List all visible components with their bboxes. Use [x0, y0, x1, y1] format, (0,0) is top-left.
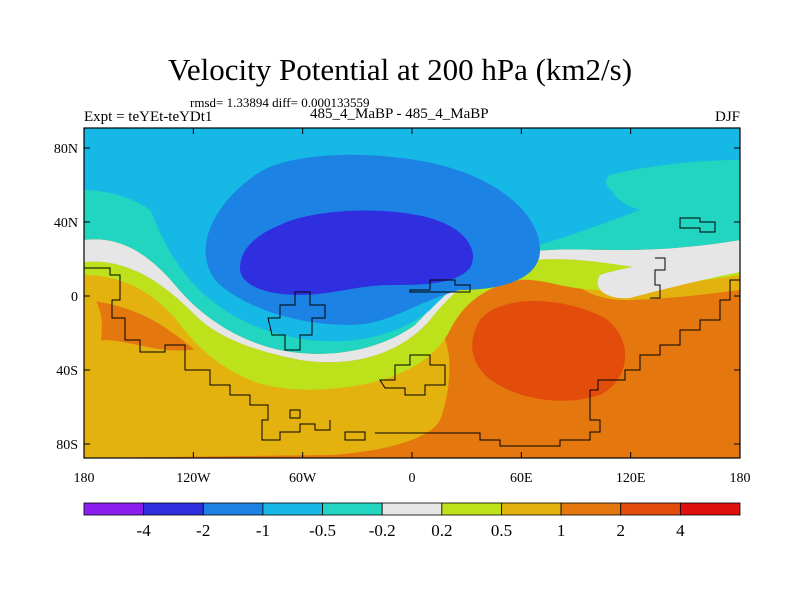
field-band-0.5-to-1-edge	[84, 285, 102, 372]
coastline-north-pacific-island	[679, 217, 716, 233]
colorbar-label: 0.2	[431, 521, 452, 540]
colorbar-label: 0.5	[491, 521, 512, 540]
colorbar-label: 1	[557, 521, 566, 540]
latitude-axis: 80N 40N 0 40S 80S	[54, 142, 740, 453]
colorbar-label: 4	[676, 521, 685, 540]
lon-tick-label: 120W	[176, 471, 211, 486]
colorbar-swatch	[322, 502, 383, 516]
colorbar-label: -0.5	[309, 521, 336, 540]
lon-tick-label: 120E	[616, 471, 646, 486]
lat-tick-label: 0	[71, 290, 78, 305]
colorbar-swatch	[143, 502, 204, 516]
colorbar-swatch	[441, 502, 502, 516]
colorbar-label: -0.2	[369, 521, 396, 540]
coastline-north-atlantic	[409, 279, 471, 293]
colorbar-swatch	[381, 502, 443, 516]
field-band-teal-east-highlat	[606, 160, 740, 212]
coastline-central-america	[267, 291, 326, 351]
stats-label: rmsd= 1.33894 diff= 0.000133559	[190, 95, 370, 110]
lon-tick-label: 0	[409, 471, 416, 486]
colorbar-swatch	[262, 502, 323, 516]
lat-tick-label: 40S	[56, 364, 78, 379]
colorbar-swatch	[501, 502, 562, 516]
coastline-africa	[379, 354, 446, 396]
experiment-label: Expt = teYEt-teYDt1	[84, 109, 213, 125]
coastline-island-south	[344, 431, 366, 441]
field-band-2-to-4	[472, 300, 626, 401]
lon-tick-label: 60W	[289, 471, 317, 486]
lat-tick-label: 40N	[54, 216, 78, 231]
colorbar-label: -4	[137, 521, 152, 540]
colorbar-swatch	[560, 502, 622, 516]
coastline-antarctic-eastern	[375, 279, 740, 447]
colorbar-label: -2	[196, 521, 210, 540]
field-band-minus0.2-to-0.2	[84, 239, 740, 363]
coastline-small-island	[289, 409, 301, 419]
field-band-white-east	[597, 255, 740, 299]
colorbar: -4 -2 -1 -0.5 -0.2 0.2 0.5 1 2 4	[83, 502, 741, 540]
field-band-minus4-to-minus2	[240, 210, 474, 295]
colorbar-label: -1	[256, 521, 270, 540]
field-band-0.2-to-0.5	[84, 259, 740, 390]
colorbar-swatch	[679, 502, 741, 516]
colorbar-swatch	[83, 502, 145, 516]
velocity-potential-field	[84, 128, 740, 458]
lon-tick-label: 180	[730, 471, 751, 486]
plot-title: Velocity Potential at 200 hPa (km2/s)	[167, 52, 633, 87]
colorbar-label: 2	[616, 521, 625, 540]
coastline-east-asia	[650, 257, 666, 299]
season-label: DJF	[714, 109, 740, 125]
lat-tick-label: 80N	[54, 142, 78, 157]
lon-tick-label: 60E	[510, 471, 533, 486]
colorbar-swatch	[202, 502, 264, 516]
continent-outlines	[84, 217, 740, 447]
cases-label: 485_4_MaBP - 485_4_MaBP	[310, 106, 489, 122]
longitude-axis: 180 120W 60W 0 60E 120E 180	[74, 128, 751, 486]
lat-tick-label: 80S	[56, 438, 78, 453]
coastline-west	[84, 267, 331, 441]
lon-tick-label: 180	[74, 471, 95, 486]
colorbar-swatch	[620, 502, 681, 516]
field-band-0.5-to-1-south	[84, 330, 450, 458]
